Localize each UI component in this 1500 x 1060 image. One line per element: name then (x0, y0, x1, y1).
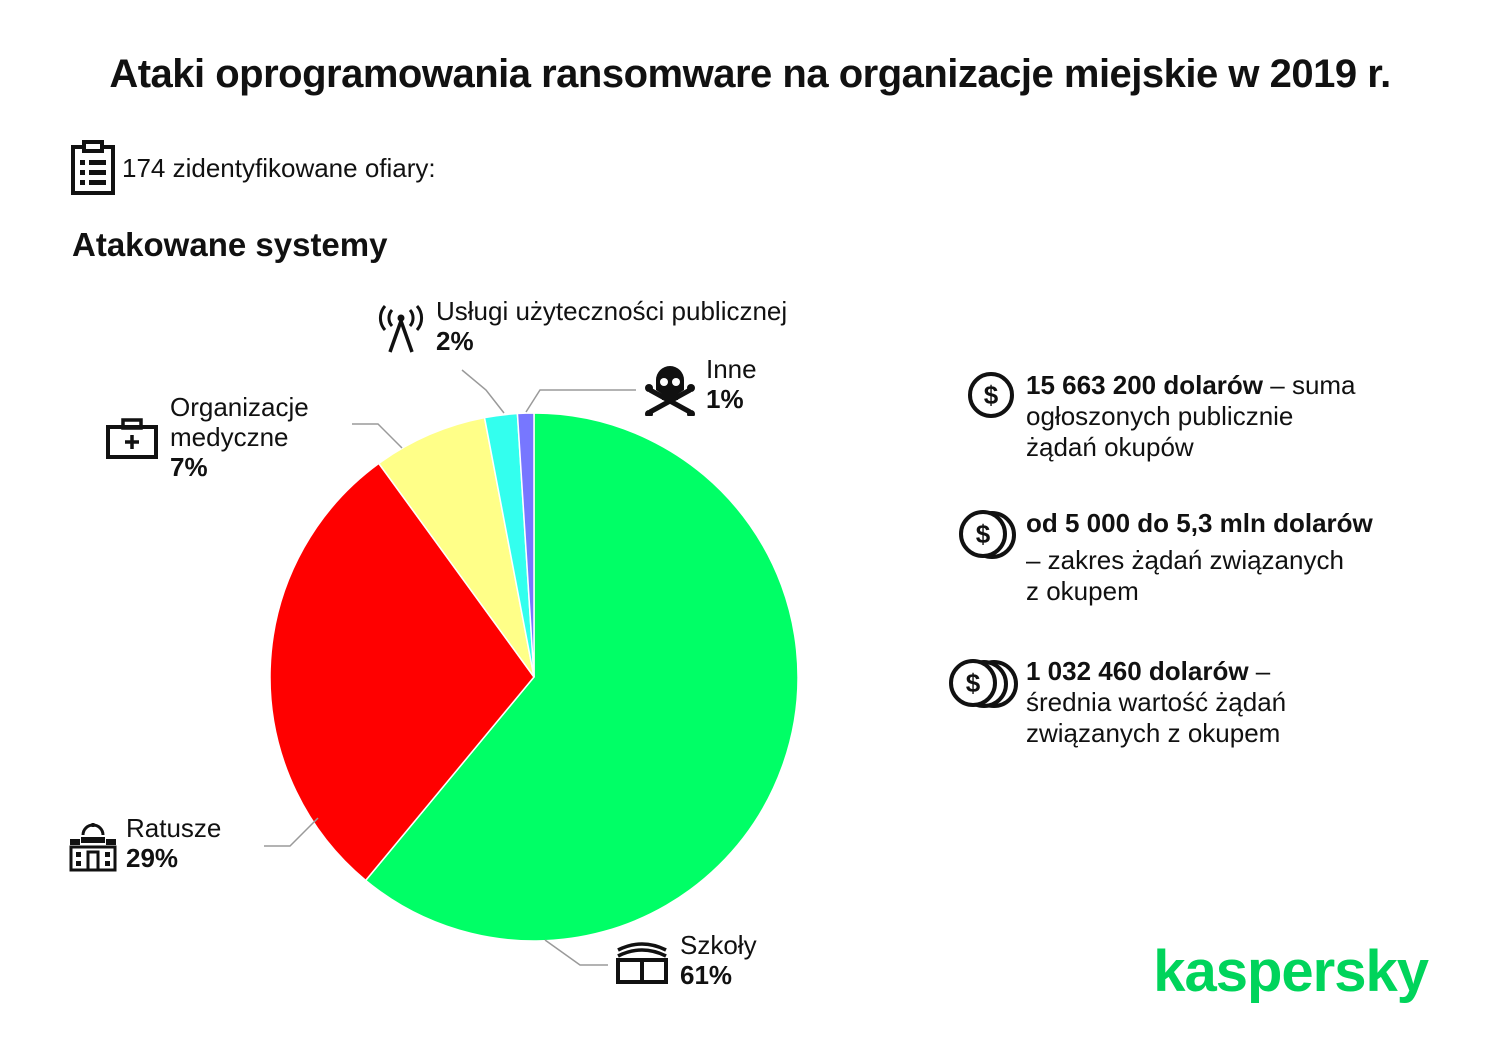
label-szkoly: Szkoły 61% (614, 930, 757, 990)
slice-label-szkoly: Szkoły (680, 930, 757, 960)
stat-range-demands: $ od 5 000 do 5,3 mln dolarów – zakres ż… (956, 508, 1373, 607)
leader-line-ratusze (264, 817, 319, 847)
stat-total-demands: $ 15 663 200 dolarów – suma ogłoszonych … (966, 370, 1356, 463)
stat-range-desc-1: – zakres żądań związanych (1026, 545, 1344, 575)
stat-total-desc-2: ogłoszonych publicznie (1026, 401, 1294, 431)
dollar-coin-icon: $ (966, 370, 1016, 463)
victims-count-text: 174 zidentyfikowane ofiary: (122, 152, 436, 183)
pie-slice-inne (516, 412, 535, 678)
svg-text:$: $ (984, 380, 999, 410)
slice-pct-inne: 1% (706, 384, 744, 414)
stat-total-desc-1: – suma (1263, 370, 1356, 400)
skull-icon (644, 360, 696, 416)
clipboard-list-icon (70, 140, 116, 196)
stat-average-desc-3: związanych z okupem (1026, 718, 1281, 748)
kaspersky-logo: kaspersky (1153, 939, 1429, 1004)
slice-pct-ratusze: 29% (126, 843, 179, 873)
stat-average-demand: $ 1 032 460 dolarów – średnia wartość żą… (946, 656, 1286, 749)
slice-pct-szkoly: 61% (680, 960, 733, 990)
dollar-coins-three-icon: $ (946, 656, 1020, 749)
slice-pct-medyczne: 7% (170, 452, 208, 482)
stat-average-value: 1 032 460 dolarów (1026, 656, 1249, 686)
slice-label-medyczne-line2: medyczne (170, 422, 289, 452)
stat-range-value: od 5 000 do 5,3 mln dolarów (1026, 508, 1373, 538)
label-uslugi: Usługi użyteczności publicznej 2% (376, 296, 787, 356)
page-title: Ataki oprogramowania ransomware na organ… (109, 52, 1391, 96)
leader-line-uslugi (461, 369, 505, 414)
label-ratusze: Ratusze 29% (68, 813, 221, 873)
stat-average-desc-2: średnia wartość żądań (1026, 687, 1287, 717)
stat-total-value: 15 663 200 dolarów (1026, 370, 1264, 400)
label-medyczne: Organizacje medyczne 7% (106, 392, 309, 482)
book-icon (614, 938, 670, 986)
stat-average-desc-1: – (1248, 656, 1271, 686)
slice-label-ratusze: Ratusze (126, 813, 222, 843)
chart-subtitle: Atakowane systemy (72, 226, 388, 263)
antenna-icon (376, 304, 426, 354)
dollar-coins-two-icon: $ (956, 508, 1018, 607)
leader-line-szkoly (544, 939, 608, 966)
medical-kit-icon (106, 418, 158, 460)
leader-line-inne (525, 389, 636, 413)
stat-total-desc-3: żądań okupów (1026, 432, 1194, 462)
city-hall-icon (68, 821, 118, 873)
pie-slice-ratusze (269, 462, 535, 882)
label-inne: Inne 1% (644, 354, 757, 416)
stat-range-desc-2: z okupem (1026, 576, 1139, 606)
slice-label-uslugi: Usługi użyteczności publicznej (436, 296, 788, 326)
svg-text:$: $ (966, 668, 981, 698)
pie-slice-organizacje-medyczne (377, 416, 535, 678)
slice-label-inne: Inne (706, 354, 757, 384)
slice-label-medyczne-line1: Organizacje (170, 392, 309, 422)
slice-pct-uslugi: 2% (436, 326, 474, 356)
victims-line: 174 zidentyfikowane ofiary: (70, 140, 436, 196)
pie-slice-szko-y (364, 412, 799, 942)
leader-line-medyczne (352, 423, 403, 449)
svg-text:$: $ (976, 519, 991, 549)
